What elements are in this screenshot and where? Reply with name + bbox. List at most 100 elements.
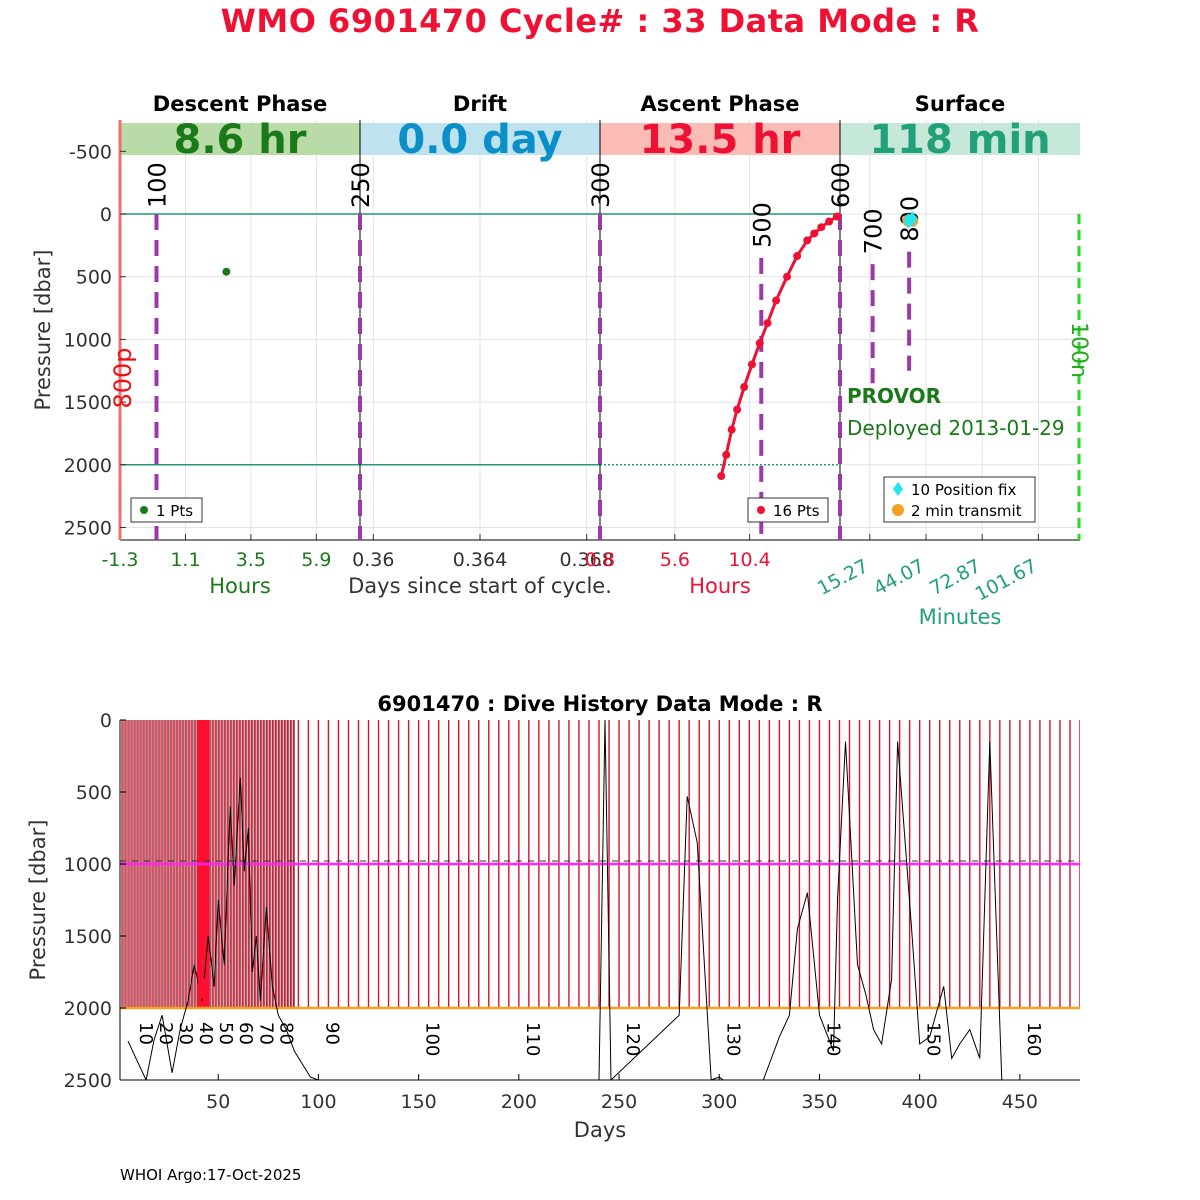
phase-label: Descent Phase — [153, 92, 327, 116]
phase-band — [840, 123, 1080, 155]
descent-point — [222, 267, 231, 276]
ascent-point — [763, 319, 772, 328]
chart-title: 6901470 : Dive History Data Mode : R — [377, 692, 822, 716]
cycle-number-label: 40 — [195, 1022, 216, 1045]
dive-history-chart: 6901470 : Dive History Data Mode : R10 20… — [26, 692, 1080, 1142]
cycle-number-label: 100 — [422, 1022, 443, 1056]
phase-unit-label: Minutes — [919, 605, 1002, 629]
x-tick-label: 0.8 — [585, 549, 615, 571]
cycle-marker-label: 700 — [860, 208, 888, 254]
position-fix-point — [907, 211, 918, 228]
x-tick-label: 100 — [300, 1091, 336, 1113]
x-tick-label: 250 — [601, 1091, 637, 1113]
y-tick-label: 2500 — [64, 517, 112, 539]
cycle-marker-label: 250 — [347, 162, 375, 208]
phase-unit-label: Hours — [689, 574, 751, 598]
phase-label: Drift — [453, 92, 507, 116]
cycle-number-label: 20 — [155, 1022, 176, 1045]
ascent-legend-label: 16 Pts — [773, 502, 820, 520]
y-tick-label: 1500 — [64, 926, 112, 948]
surface-legend-transmit-label: 2 min transmit — [911, 502, 1022, 520]
cycle-number-label: 130 — [722, 1022, 743, 1056]
x-tick-label: 5.9 — [301, 549, 331, 571]
cycle-marker-label: 500 — [748, 202, 776, 248]
x-tick-label: 3.5 — [236, 549, 266, 571]
ascent-point — [832, 212, 841, 221]
left-side-label: 800p — [109, 347, 137, 408]
phase-duration: 118 min — [869, 117, 1050, 163]
ascent-point — [740, 383, 749, 392]
x-tick-label: 150 — [400, 1091, 436, 1113]
right-side-label: 100n — [1066, 322, 1091, 378]
y-tick-label: 2500 — [64, 1070, 112, 1092]
footer-credit: WHOI Argo:17-Oct-2025 — [120, 1166, 302, 1184]
phase-duration: 13.5 hr — [640, 117, 801, 163]
surface-legend-box — [883, 476, 1036, 523]
surface-legend-transmit-marker — [892, 504, 904, 516]
ascent-point — [747, 360, 756, 369]
y-tick-label: 1000 — [64, 854, 112, 876]
cycle-marker-label: 600 — [827, 162, 855, 208]
x-tick-label: 0.368 — [559, 549, 613, 571]
cycle-number-label: 70 — [255, 1022, 276, 1045]
cycle-marker-label: 300 — [587, 162, 615, 208]
y-tick-label: 0 — [100, 204, 112, 226]
ascent-point — [803, 236, 812, 245]
cycle-number-label: 110 — [522, 1022, 543, 1056]
y-tick-label: 0 — [100, 710, 112, 732]
ascent-point — [733, 405, 742, 414]
x-tick-label: 350 — [801, 1091, 837, 1113]
cycle-number-label: 10 — [135, 1022, 156, 1045]
cycle-number-label: 30 — [175, 1022, 196, 1045]
ascent-legend-marker — [757, 506, 765, 514]
ascent-point — [810, 229, 819, 238]
phase-band — [360, 123, 600, 155]
y-tick-label: -500 — [69, 141, 112, 163]
cycle-number-label: 90 — [321, 1022, 342, 1045]
ascent-point — [783, 272, 792, 281]
x-tick-label: -1.3 — [101, 549, 138, 571]
current-cycle-marker — [198, 978, 208, 999]
ascent-point — [817, 223, 826, 232]
phase-duration: 0.0 day — [397, 117, 562, 163]
descent-legend-marker — [140, 506, 148, 514]
depth-series-line — [127, 720, 1003, 1080]
ascent-point — [722, 450, 731, 459]
ascent-point — [793, 252, 802, 261]
y-tick-label: 1500 — [64, 392, 112, 414]
x-tick-label: 0.36 — [352, 549, 394, 571]
cycle-number-label: 120 — [622, 1022, 643, 1056]
float-type: PROVOR — [847, 384, 941, 408]
ascent-point — [755, 339, 764, 348]
descent-legend-label: 1 Pts — [156, 502, 193, 520]
cycle-number-label: 60 — [235, 1022, 256, 1045]
x-axis-label: Days — [574, 1118, 626, 1142]
y-axis-label: Pressure [dbar] — [31, 250, 55, 411]
page-title: WMO 6901470 Cycle# : 33 Data Mode : R — [220, 2, 980, 40]
ascent-profile-line — [719, 215, 838, 477]
surface-legend-fix-label: 10 Position fix — [911, 481, 1016, 499]
y-tick-label: 2000 — [64, 455, 112, 477]
x-tick-label: 1.1 — [170, 549, 200, 571]
surface-legend-fix-marker — [893, 482, 903, 496]
ascent-point — [772, 296, 781, 305]
y-tick-label: 500 — [76, 267, 112, 289]
phase-label: Surface — [915, 92, 1005, 116]
x-tick-label: 200 — [501, 1091, 537, 1113]
phase-band — [120, 123, 360, 155]
x-tick-label: 15.27 — [814, 555, 872, 600]
cycle-number-label: 140 — [822, 1022, 843, 1056]
phase-label: Ascent Phase — [641, 92, 800, 116]
x-tick-label: 450 — [1002, 1091, 1038, 1113]
ascent-point — [727, 425, 736, 434]
x-tick-label: 0.364 — [453, 549, 507, 571]
history-plot-area: 10 20 30 40 50 60 70 80 90 100 110 120 130 140 150 160 — [120, 720, 1080, 1080]
x-tick-label: 5.6 — [660, 549, 690, 571]
cycle-number-label: 80 — [275, 1022, 296, 1045]
y-tick-label: 500 — [76, 782, 112, 804]
x-axis-label: Days since start of cycle. — [348, 574, 612, 598]
descent-legend-box — [130, 497, 203, 523]
x-tick-label: 10.4 — [728, 549, 770, 571]
y-tick-label: 2000 — [64, 998, 112, 1020]
